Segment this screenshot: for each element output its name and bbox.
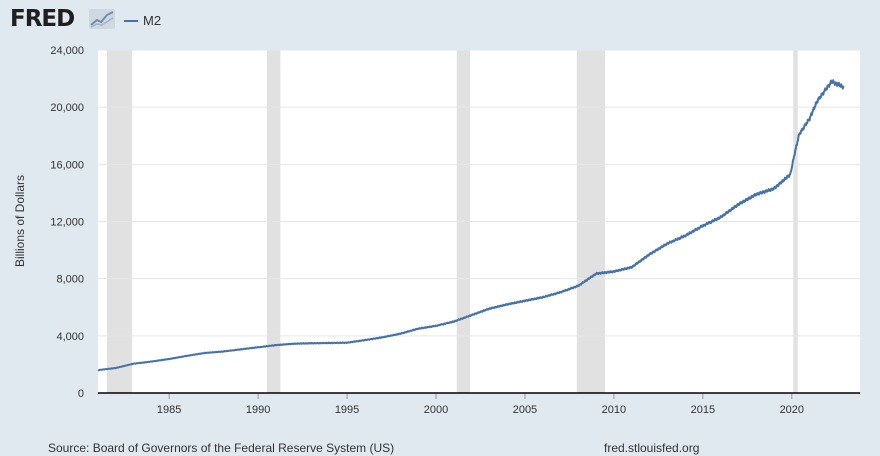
y-tick-label: 12,000 [50, 217, 84, 229]
x-tick-label: 2010 [602, 404, 626, 416]
x-tick-label: 2020 [780, 404, 804, 416]
header: FRED M2 [0, 0, 880, 40]
site-url[interactable]: fred.stlouisfed.org [604, 441, 700, 455]
y-tick-label: 0 [78, 388, 84, 400]
x-tick-label: 2005 [513, 404, 537, 416]
y-tick-label: 24,000 [50, 45, 84, 57]
x-axis-ticks: 1985 1990 1995 2000 2005 2010 2015 2020 [157, 393, 804, 416]
fred-logo[interactable]: FRED [10, 6, 75, 32]
legend-label[interactable]: M2 [143, 13, 162, 28]
grid-lines [98, 49, 860, 337]
legend-swatch [124, 20, 138, 22]
x-tick-label: 1990 [246, 404, 270, 416]
y-tick-label: 20,000 [50, 102, 84, 114]
y-tick-label: 4,000 [56, 331, 84, 343]
x-tick-label: 2015 [691, 404, 715, 416]
source-note: Source: Board of Governors of the Federa… [48, 441, 395, 455]
trend-line-chart-icon [89, 9, 115, 29]
y-axis-label: Billions of Dollars [13, 175, 27, 267]
x-tick-label: 1985 [157, 404, 181, 416]
y-axis-ticks: 0 4,000 8,000 12,000 16,000 20,000 24,000 [50, 45, 84, 400]
x-tick-label: 2000 [424, 404, 448, 416]
y-tick-label: 16,000 [50, 159, 84, 171]
series-line-m2[interactable] [97, 79, 845, 372]
x-tick-label: 1995 [335, 404, 359, 416]
y-tick-label: 8,000 [56, 274, 84, 286]
